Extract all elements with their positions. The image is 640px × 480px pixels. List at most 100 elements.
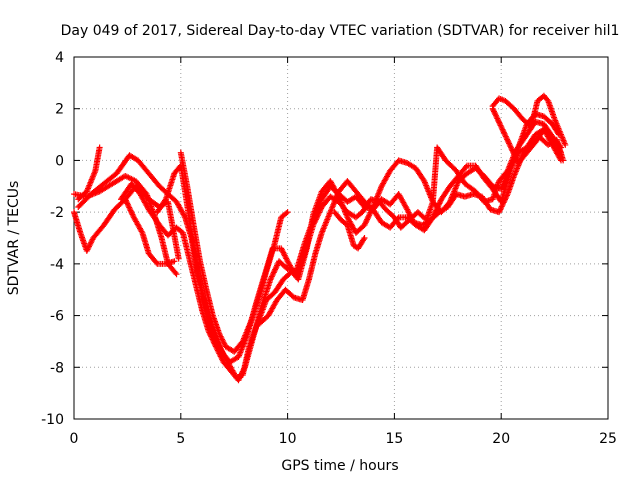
y-tick-label: 0: [55, 153, 64, 169]
point-marker: [511, 151, 518, 158]
point-marker: [432, 208, 439, 215]
point-marker: [360, 236, 367, 243]
x-tick-label: 25: [599, 431, 617, 447]
point-marker: [498, 123, 505, 130]
point-marker: [173, 271, 180, 278]
point-marker: [268, 274, 275, 281]
point-marker: [365, 213, 372, 220]
point-marker: [274, 262, 281, 269]
point-marker: [437, 198, 444, 205]
point-marker: [153, 259, 160, 266]
point-marker: [512, 153, 519, 160]
point-marker: [492, 111, 499, 118]
point-marker: [494, 115, 501, 122]
point-marker: [433, 207, 440, 214]
point-marker: [504, 137, 511, 144]
point-marker: [124, 201, 131, 208]
point-marker: [273, 263, 280, 270]
point-marker: [462, 163, 469, 170]
point-marker: [558, 144, 565, 151]
point-marker: [128, 208, 135, 215]
point-marker: [496, 209, 503, 216]
satellite-track-10: [489, 92, 569, 148]
point-marker: [503, 134, 510, 141]
point-marker: [491, 109, 498, 116]
point-marker: [362, 220, 369, 227]
point-marker: [500, 129, 507, 136]
point-marker: [506, 140, 513, 147]
x-axis-label: GPS time / hours: [281, 458, 398, 474]
point-marker: [271, 268, 278, 275]
point-marker: [361, 235, 368, 241]
point-marker: [429, 214, 436, 221]
y-tick-label: -4: [50, 257, 64, 273]
point-marker: [126, 204, 133, 211]
satellite-track-9: [256, 110, 562, 327]
point-marker: [364, 215, 371, 222]
point-marker: [125, 203, 132, 210]
point-marker: [268, 273, 275, 280]
point-marker: [272, 265, 279, 272]
point-marker: [435, 203, 442, 210]
point-marker: [489, 105, 496, 112]
plot-frame: [73, 56, 609, 420]
point-marker: [434, 204, 441, 211]
point-marker: [500, 127, 507, 134]
y-tick-label: 2: [55, 102, 64, 118]
point-marker: [490, 108, 497, 115]
point-marker: [497, 206, 504, 213]
point-marker: [363, 217, 370, 224]
point-marker: [267, 276, 274, 283]
point-marker: [490, 107, 497, 114]
point-marker: [96, 144, 103, 151]
point-marker: [161, 197, 168, 204]
point-marker: [498, 204, 505, 211]
point-marker: [494, 116, 501, 123]
point-marker: [366, 212, 373, 219]
data-points: [71, 92, 569, 384]
point-marker: [126, 205, 133, 212]
point-marker: [562, 141, 569, 148]
x-tick-label: 0: [70, 431, 79, 447]
y-tick-label: -10: [41, 412, 64, 428]
x-tick-label: 20: [492, 431, 510, 447]
point-marker: [366, 210, 373, 217]
point-marker: [122, 197, 129, 204]
point-marker: [284, 209, 291, 216]
point-marker: [431, 210, 438, 217]
point-marker: [362, 219, 369, 226]
satellite-track-11: [489, 105, 565, 167]
point-marker: [361, 222, 368, 229]
y-axis-label: SDTVAR / TECUs: [6, 181, 22, 296]
point-marker: [206, 329, 213, 336]
point-marker: [270, 269, 277, 276]
y-tick-label: -2: [50, 205, 64, 221]
point-marker: [124, 200, 131, 207]
point-marker: [502, 133, 509, 140]
point-marker: [508, 146, 515, 153]
point-marker: [496, 119, 503, 126]
y-tick-label: -6: [50, 309, 64, 325]
point-marker: [129, 211, 136, 218]
point-marker: [127, 207, 134, 214]
x-tick-label: 5: [176, 431, 185, 447]
point-marker: [436, 200, 443, 207]
point-marker: [498, 125, 505, 132]
point-marker: [558, 157, 565, 164]
point-marker: [175, 255, 182, 262]
point-marker: [496, 121, 503, 128]
point-marker: [499, 202, 506, 209]
y-tick-label: -8: [50, 360, 64, 376]
point-marker: [128, 210, 135, 217]
point-marker: [512, 154, 519, 161]
axis-ticks: 0 5 10 15 20 25 -10 -8 -6 -4 -2 0 2 4: [41, 50, 617, 447]
point-marker: [364, 216, 371, 223]
point-marker: [497, 122, 504, 129]
point-marker: [556, 143, 563, 150]
point-marker: [205, 328, 212, 335]
point-marker: [493, 114, 500, 121]
point-marker: [510, 148, 517, 155]
point-marker: [492, 112, 499, 119]
point-marker: [506, 141, 513, 148]
